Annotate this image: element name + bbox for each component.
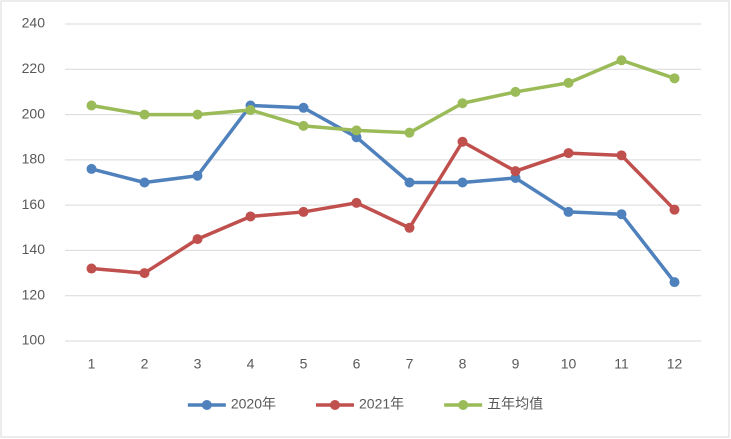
series-marker: [563, 206, 574, 217]
series-line: [89, 58, 677, 135]
series-marker: [298, 102, 309, 113]
series-line: [89, 139, 677, 275]
series-marker: [298, 120, 309, 131]
y-tick-label: 240: [22, 15, 46, 31]
series-marker: [457, 98, 468, 109]
series-marker: [457, 136, 468, 147]
series-marker: [192, 109, 203, 120]
legend-marker: [201, 400, 212, 410]
x-tick-label: 4: [247, 356, 255, 372]
series-marker: [192, 170, 203, 181]
series-marker: [510, 86, 521, 97]
series-marker: [669, 73, 680, 84]
legend-label: 2020年: [231, 396, 276, 412]
series-line: [89, 103, 677, 284]
y-tick-label: 220: [22, 60, 46, 76]
series-marker: [563, 77, 574, 88]
series-marker: [669, 204, 680, 215]
series-marker: [669, 277, 680, 288]
series-marker: [245, 211, 256, 222]
series-marker: [298, 206, 309, 217]
legend-marker: [330, 400, 340, 410]
y-tick-label: 180: [22, 151, 46, 167]
series-marker: [404, 177, 415, 188]
legend-label: 2021年: [359, 396, 404, 412]
series-marker: [404, 127, 415, 138]
series-marker: [616, 209, 627, 220]
series-marker: [351, 125, 362, 136]
series-marker: [86, 163, 97, 174]
x-tick-label: 3: [194, 356, 202, 372]
y-tick-label: 120: [22, 286, 46, 302]
legend-marker: [458, 400, 469, 410]
y-tick-label: 200: [22, 105, 46, 121]
legend-label: 五年均值: [487, 396, 543, 412]
series-marker: [86, 100, 97, 111]
series-marker: [457, 177, 468, 188]
x-tick-label: 9: [512, 356, 520, 372]
series-marker: [563, 148, 574, 159]
series-marker: [139, 109, 150, 120]
series-marker: [351, 197, 362, 208]
x-tick-label: 10: [561, 356, 577, 372]
y-tick-label: 140: [22, 241, 46, 257]
series-marker: [86, 263, 97, 274]
series-marker: [404, 222, 415, 233]
x-tick-label: 12: [667, 356, 683, 372]
x-tick-label: 5: [300, 356, 308, 372]
x-tick-label: 6: [353, 356, 361, 372]
x-tick-label: 7: [406, 356, 414, 372]
x-tick-label: 8: [459, 356, 467, 372]
series-marker: [510, 166, 521, 177]
y-tick-label: 160: [22, 196, 46, 212]
series-marker: [192, 234, 203, 245]
series-marker: [616, 150, 627, 161]
y-tick-label: 100: [22, 332, 46, 348]
series-marker: [139, 177, 150, 188]
x-tick-label: 2: [141, 356, 149, 372]
x-tick-label: 11: [614, 356, 629, 372]
series-marker: [245, 105, 256, 116]
x-tick-label: 1: [88, 356, 96, 372]
series-marker: [616, 55, 627, 66]
series-marker: [139, 268, 150, 279]
